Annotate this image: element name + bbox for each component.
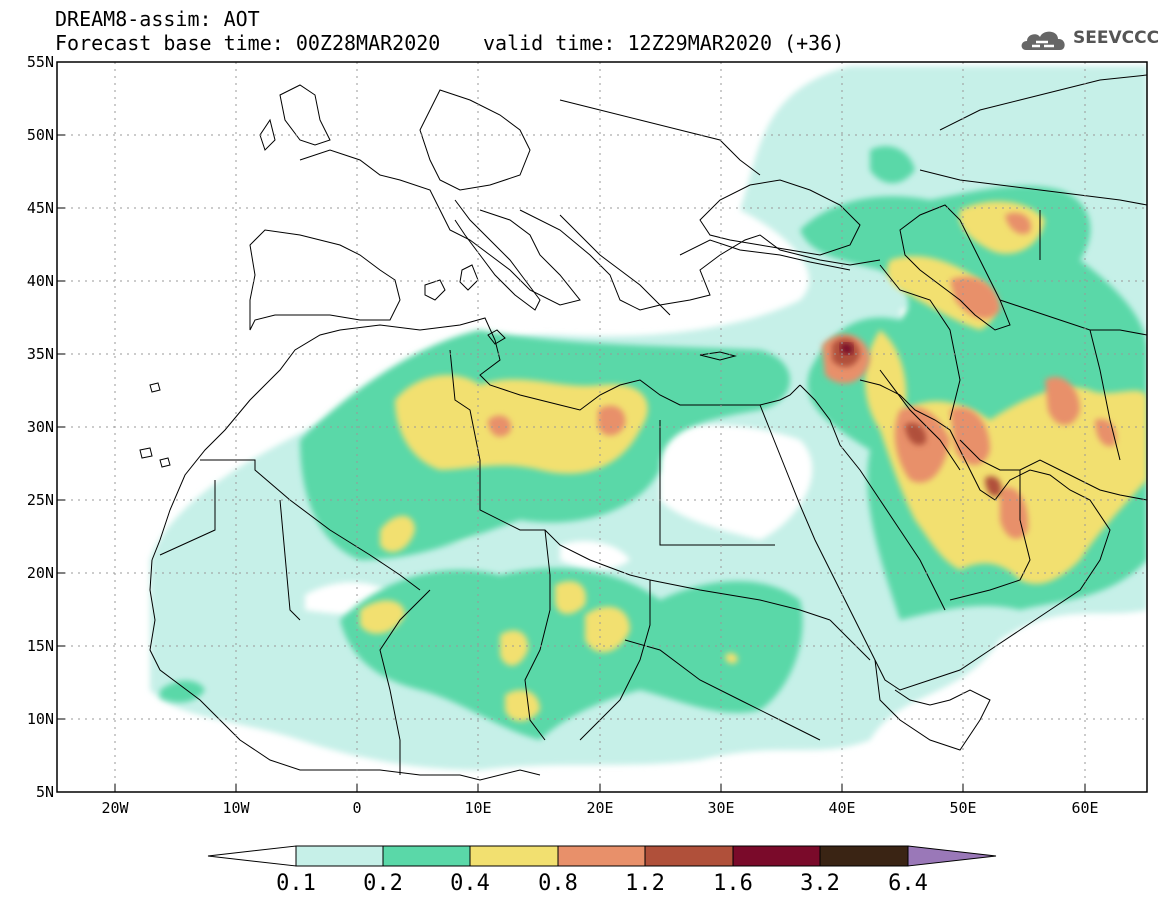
colorbar-label-0.2: 0.2 [363,871,403,896]
graticule [57,62,1147,792]
lon-label-0: 0 [352,799,362,817]
lat-label-45n: 45N [26,199,54,217]
logo-text: SEEVCCC [1073,28,1160,48]
lon-label-20w: 20W [101,799,129,817]
colorbar-bin-0.8-1.2 [557,845,646,867]
colorbar-label-6.4: 6.4 [888,871,928,896]
valid-time: valid time: 12Z29MAR2020 (+36) [483,31,845,55]
colorbar-label-0.4: 0.4 [450,871,490,896]
lon-label-20e: 20E [586,799,614,817]
colorbar-bin-0.2-0.4 [382,845,471,867]
cloud-logo-icon [1021,31,1065,50]
colorbar-bin-1.6-3.2 [732,845,821,867]
lat-label-35n: 35N [26,345,54,363]
aot-fields [150,66,1147,770]
forecast-base-time: Forecast base time: 00Z28MAR2020 [55,31,441,55]
map-title: DREAM8-assim: AOT [55,7,260,31]
colorbar-label-0.8: 0.8 [538,871,578,896]
lat-label-55n: 55N [26,53,54,71]
colorbar-label-0.1: 0.1 [276,871,316,896]
colorbar-bin-1.2-1.6 [644,845,734,867]
colorbar-bin-0.1-0.2 [295,845,384,867]
lat-label-20n: 20N [26,564,54,582]
axis-ticks [57,134,1086,792]
seevccc-logo: SEEVCCC [1018,24,1160,56]
lon-label-30e: 30E [707,799,735,817]
colorbar-under-triangle [207,845,297,867]
lat-label-15n: 15N [26,637,54,655]
colorbar-label-1.6: 1.6 [713,871,753,896]
colorbar-bin-3.2-6.4 [819,845,909,867]
colorbar-label-3.2: 3.2 [800,871,840,896]
colorbar-over-triangle [907,845,997,867]
colorbar-label-1.2: 1.2 [625,871,665,896]
lon-label-10w: 10W [222,799,250,817]
lat-label-5n: 5N [35,783,54,801]
lat-label-30n: 30N [26,418,54,436]
lon-label-60e: 60E [1071,799,1099,817]
colorbar-bin-0.4-0.8 [469,845,559,867]
lon-label-40e: 40E [828,799,856,817]
lon-label-10e: 10E [464,799,492,817]
coastlines [139,74,1147,781]
lat-label-10n: 10N [26,710,54,728]
lon-label-50e: 50E [949,799,977,817]
lat-label-40n: 40N [26,272,54,290]
lat-label-25n: 25N [26,491,54,509]
colorbar [207,845,997,867]
lat-label-50n: 50N [26,126,54,144]
